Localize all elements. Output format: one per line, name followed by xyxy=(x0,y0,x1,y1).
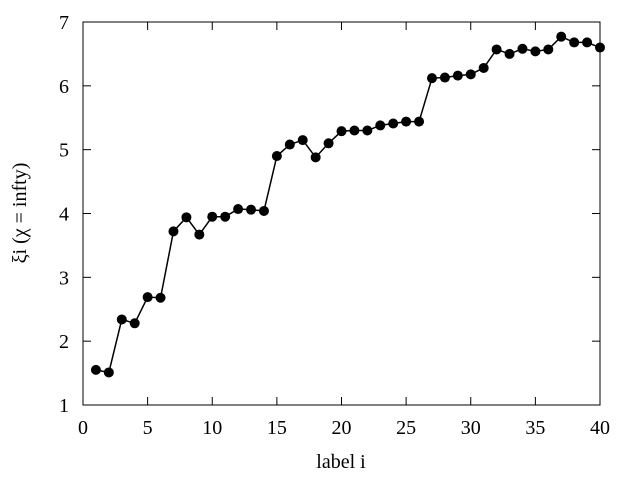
data-point xyxy=(543,44,554,55)
data-point xyxy=(375,120,386,131)
data-point xyxy=(207,211,218,222)
data-point xyxy=(595,42,605,53)
data-point xyxy=(556,31,567,42)
data-point xyxy=(582,37,593,48)
data-point xyxy=(155,292,166,303)
data-point xyxy=(452,70,463,81)
y-tick-label: 7 xyxy=(59,12,69,34)
data-point xyxy=(336,126,347,137)
axis-ticks: 0 5 10 15 20 25 30 35 40 1 2 3 4 5 6 7 xyxy=(59,12,610,439)
data-point xyxy=(258,205,269,216)
data-point xyxy=(569,37,580,48)
y-tick-label: 2 xyxy=(59,331,69,353)
x-tick-label: 40 xyxy=(590,417,610,439)
data-point xyxy=(530,46,541,57)
data-point xyxy=(504,48,515,59)
y-tick-label: 5 xyxy=(59,140,69,162)
x-axis-title: label i xyxy=(316,451,366,473)
data-point xyxy=(362,125,373,136)
y-axis-title: ξi (χ = infty) xyxy=(9,163,31,264)
series-line xyxy=(95,35,601,374)
data-point xyxy=(233,204,244,215)
data-point xyxy=(142,292,153,303)
data-point xyxy=(284,139,295,150)
data-point xyxy=(349,125,360,136)
x-tick-label: 35 xyxy=(525,417,545,439)
y-tick-label: 3 xyxy=(59,267,69,289)
data-point xyxy=(439,72,450,83)
x-tick-label: 10 xyxy=(202,417,222,439)
x-tick-label: 30 xyxy=(461,417,481,439)
data-point xyxy=(297,135,308,146)
data-point xyxy=(116,314,127,325)
data-point xyxy=(478,62,489,73)
y-tick-label: 4 xyxy=(59,204,69,226)
data-point xyxy=(414,116,425,127)
data-point xyxy=(491,44,502,55)
x-tick-label: 0 xyxy=(78,417,88,439)
x-tick-label: 25 xyxy=(396,417,416,439)
data-point xyxy=(465,69,476,80)
data-point xyxy=(194,229,205,240)
data-point xyxy=(401,116,412,127)
x-tick-label: 20 xyxy=(332,417,352,439)
data-point xyxy=(220,211,231,222)
data-point xyxy=(271,151,282,162)
data-point xyxy=(90,364,101,375)
data-point xyxy=(426,73,437,84)
data-point xyxy=(517,43,528,54)
y-tick-label: 6 xyxy=(59,76,69,98)
plot-frame xyxy=(82,21,601,406)
x-tick-label: 5 xyxy=(143,417,153,439)
data-point xyxy=(103,367,114,378)
series-group xyxy=(90,31,605,378)
x-tick-label: 15 xyxy=(267,417,287,439)
data-point xyxy=(310,152,321,163)
data-point xyxy=(246,204,257,215)
data-point xyxy=(129,318,140,329)
data-point xyxy=(388,118,399,129)
y-tick-label: 1 xyxy=(59,395,69,417)
data-point xyxy=(323,138,334,149)
data-point xyxy=(168,226,179,237)
data-point xyxy=(181,212,192,223)
